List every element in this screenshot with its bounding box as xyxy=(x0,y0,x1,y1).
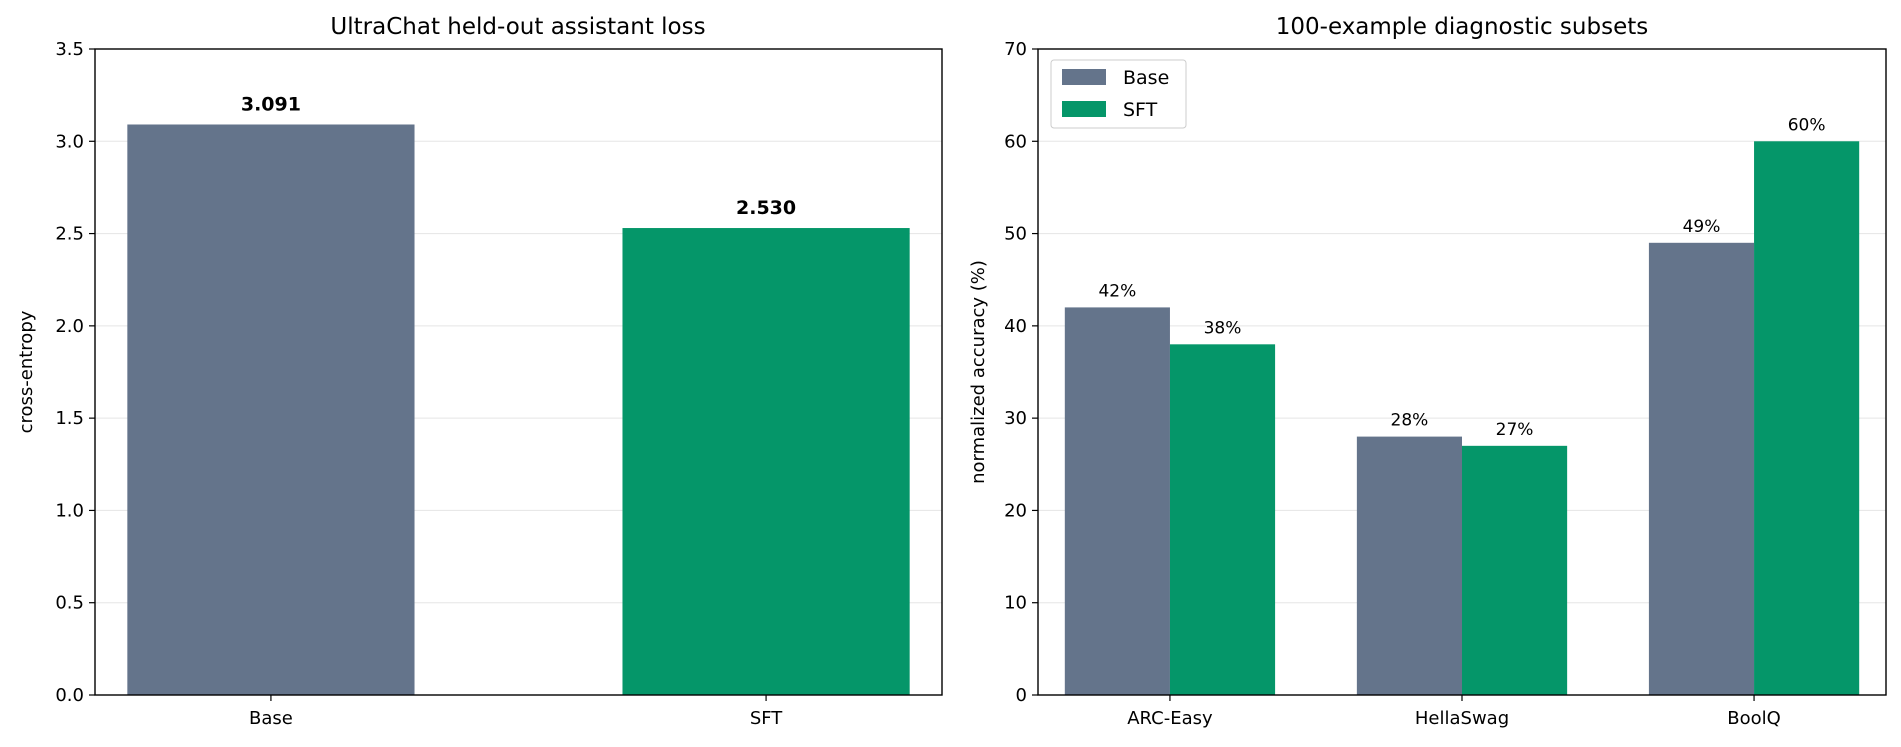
bar-boolq-base xyxy=(1648,242,1755,696)
loss-chart-title: UltraChat held-out assistant loss xyxy=(330,14,705,40)
y-tick-label: 2.0 xyxy=(55,316,84,337)
bar-hellaswag-sft xyxy=(1462,445,1568,695)
accuracy-chart-x-ticks: ARC-Easy HellaSwag BoolQ xyxy=(1127,695,1781,729)
data-label-boolq-sft: 60% xyxy=(1788,115,1826,135)
loss-chart-data-labels: 3.091 2.530 xyxy=(241,93,796,219)
x-tick-label: ARC-Easy xyxy=(1127,708,1213,729)
accuracy-chart-title: 100-example diagnostic subsets xyxy=(1276,14,1648,40)
legend-swatch-sft xyxy=(1062,101,1106,117)
bar-arc-easy-sft xyxy=(1169,344,1276,695)
bar-arc-easy-base xyxy=(1064,307,1170,695)
y-tick-label: 30 xyxy=(1004,408,1027,429)
y-tick-label: 0.0 xyxy=(55,685,84,706)
x-tick-label: HellaSwag xyxy=(1415,708,1509,729)
bar-base xyxy=(127,124,415,695)
data-label-arc-easy-sft: 38% xyxy=(1204,318,1242,338)
x-tick-label: BoolQ xyxy=(1727,708,1781,729)
loss-chart-x-ticks: Base SFT xyxy=(249,695,783,729)
accuracy-chart-data-labels: 42% 38% 28% 27% 49% 60% xyxy=(1098,115,1825,440)
y-tick-label: 3.0 xyxy=(55,131,84,152)
loss-chart-y-axis-label: cross-entropy xyxy=(16,310,37,433)
y-tick-label: 50 xyxy=(1004,224,1027,245)
y-tick-label: 40 xyxy=(1004,316,1027,337)
loss-chart-bars xyxy=(127,124,910,695)
y-tick-label: 70 xyxy=(1004,39,1027,60)
data-label-sft: 2.530 xyxy=(736,197,796,219)
y-tick-label: 0.5 xyxy=(55,593,84,614)
legend-swatch-base xyxy=(1062,69,1106,85)
data-label-hellaswag-base: 28% xyxy=(1391,411,1429,431)
data-label-base: 3.091 xyxy=(241,93,301,115)
bar-sft xyxy=(622,228,910,695)
y-tick-label: 2.5 xyxy=(55,224,84,245)
legend-label-sft: SFT xyxy=(1123,99,1158,121)
loss-chart-frame xyxy=(94,48,943,696)
loss-chart: 0.0 0.5 1.0 1.5 2.0 2.5 3.0 3.5 Base SFT 3.091 2.… xyxy=(16,14,943,729)
accuracy-chart-y-axis-label: normalized accuracy (%) xyxy=(968,260,989,484)
y-tick-label: 0 xyxy=(1016,685,1027,706)
data-label-arc-easy-base: 42% xyxy=(1098,281,1136,301)
accuracy-chart-y-ticks: 0 10 20 30 40 50 60 70 xyxy=(1004,39,1038,706)
data-label-boolq-base: 49% xyxy=(1683,217,1721,237)
bar-boolq-sft xyxy=(1754,141,1860,696)
bar-hellaswag-base xyxy=(1356,436,1462,695)
accuracy-chart: 0 10 20 30 40 50 60 70 ARC-Easy HellaSwag BoolQ 4… xyxy=(968,14,1887,729)
legend-label-base: Base xyxy=(1123,67,1169,89)
y-tick-label: 3.5 xyxy=(55,39,84,60)
loss-chart-y-ticks: 0.0 0.5 1.0 1.5 2.0 2.5 3.0 3.5 xyxy=(55,39,95,706)
y-tick-label: 1.0 xyxy=(55,500,84,521)
data-label-hellaswag-sft: 27% xyxy=(1496,420,1534,440)
accuracy-chart-bars xyxy=(1064,141,1860,696)
x-tick-label: Base xyxy=(249,708,293,729)
y-tick-label: 1.5 xyxy=(55,408,84,429)
y-tick-label: 10 xyxy=(1004,593,1027,614)
accuracy-chart-legend: Base SFT xyxy=(1050,59,1187,129)
y-tick-label: 60 xyxy=(1004,131,1027,152)
y-tick-label: 20 xyxy=(1004,500,1027,521)
x-tick-label: SFT xyxy=(750,708,783,729)
